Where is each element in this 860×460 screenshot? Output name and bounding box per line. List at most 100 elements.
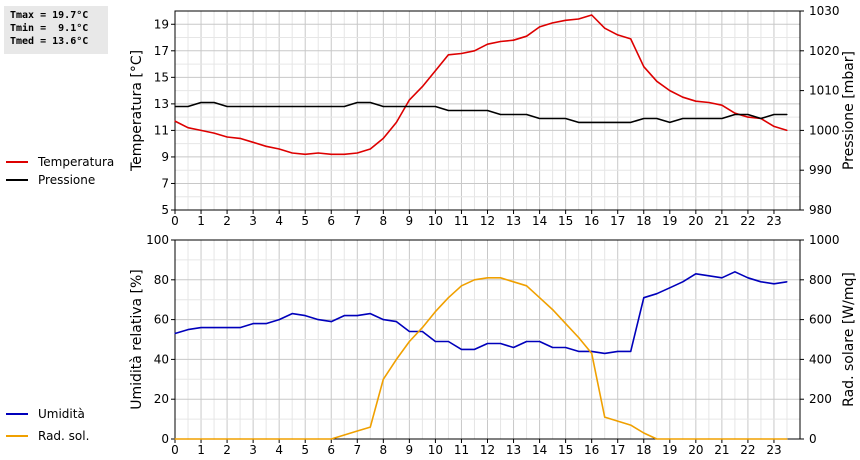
data-point-pressione xyxy=(721,117,723,120)
data-point-pressione xyxy=(330,105,332,108)
tmin-text: Tmin = 9.1°C xyxy=(10,23,89,34)
x-tick-label: 15 xyxy=(558,214,573,228)
data-point-pressione xyxy=(447,109,450,112)
data-point-temperatura xyxy=(617,34,619,36)
series-line-umidit xyxy=(174,270,788,355)
data-point-temperatura xyxy=(291,152,293,154)
data-point-rad-sol xyxy=(525,285,528,287)
x-tick-label: 15 xyxy=(558,443,573,457)
x-tick-label: 18 xyxy=(636,443,651,457)
data-point-rad-sol xyxy=(734,438,736,440)
x-tick-label: 2 xyxy=(223,214,231,228)
x-tick-label: 13 xyxy=(506,214,521,228)
data-point-rad-sol xyxy=(213,438,215,440)
data-point-temperatura xyxy=(643,66,645,68)
y-tick-label-right: 990 xyxy=(809,163,832,177)
x-tick-label: 19 xyxy=(662,214,677,228)
data-point-temperatura xyxy=(304,153,306,155)
y-tick-label-right: 1000 xyxy=(809,233,840,247)
data-point-temperatura xyxy=(434,70,437,72)
data-point-pressione xyxy=(578,121,580,124)
data-point-rad-sol xyxy=(552,309,554,311)
data-point-umidit xyxy=(187,328,189,331)
series-line-rad-sol xyxy=(175,276,787,440)
data-point-temperatura xyxy=(656,80,658,82)
data-point-temperatura xyxy=(447,54,450,56)
x-tick-label: 11 xyxy=(454,214,469,228)
data-point-rad-sol xyxy=(565,322,567,325)
chart-panel-1: 0 1 2 3 4 5 6 7 8 9 10 11 12 13 14 15 16 17 18 19 20 21 22 2357… xyxy=(129,4,857,228)
data-point-temperatura xyxy=(252,141,254,143)
data-point-temperatura xyxy=(512,39,515,41)
data-point-pressione xyxy=(369,101,371,104)
x-tick-label: 0 xyxy=(171,443,179,457)
legend-item-umidita: Umidità xyxy=(6,405,85,423)
y-tick-label-left: 11 xyxy=(154,123,169,137)
data-point-umidit xyxy=(252,322,254,325)
data-point-rad-sol xyxy=(578,336,580,339)
legend-label-umidita: Umidità xyxy=(38,407,85,421)
data-point-pressione xyxy=(760,117,762,120)
data-point-umidit xyxy=(773,283,775,285)
data-point-rad-sol xyxy=(760,438,762,440)
data-point-umidit xyxy=(786,281,788,283)
data-point-temperatura xyxy=(552,22,554,24)
data-point-rad-sol xyxy=(786,438,788,440)
data-point-umidit xyxy=(512,346,515,349)
x-tick-label: 21 xyxy=(714,443,729,457)
x-tick-label: 21 xyxy=(714,214,729,228)
x-tick-label: 17 xyxy=(610,214,625,228)
data-point-temperatura xyxy=(382,137,384,139)
data-point-pressione xyxy=(669,121,671,124)
x-tick-label: 11 xyxy=(454,443,469,457)
data-point-rad-sol xyxy=(617,420,619,422)
data-point-temperatura xyxy=(395,121,397,124)
data-point-umidit xyxy=(330,320,332,323)
data-point-temperatura xyxy=(630,38,632,40)
data-point-temperatura xyxy=(591,14,593,16)
data-point-temperatura xyxy=(369,148,371,150)
data-point-pressione xyxy=(773,113,775,116)
y-tick-label-left: 0 xyxy=(161,432,169,446)
y-tick-label-left: 7 xyxy=(161,176,169,190)
data-point-umidit xyxy=(226,326,228,329)
data-point-pressione xyxy=(708,117,710,120)
y-tick-label-right: 400 xyxy=(809,352,832,366)
series-line-pressione xyxy=(175,101,787,124)
data-point-pressione xyxy=(473,109,476,112)
x-tick-label: 14 xyxy=(532,443,547,457)
data-point-umidit xyxy=(525,340,528,343)
x-tick-label: 17 xyxy=(610,443,625,457)
data-point-pressione xyxy=(434,105,437,108)
data-point-rad-sol xyxy=(773,438,775,440)
x-tick-label: 16 xyxy=(584,214,599,228)
data-point-rad-sol xyxy=(187,438,189,440)
data-point-umidit xyxy=(239,326,241,329)
data-point-umidit xyxy=(408,330,410,333)
data-point-umidit xyxy=(317,319,319,321)
y-axis-label-right: Pressione [mbar] xyxy=(841,51,857,170)
data-point-umidit xyxy=(617,350,619,353)
data-point-umidit xyxy=(708,275,710,277)
x-tick-label: 22 xyxy=(740,443,755,457)
data-point-rad-sol xyxy=(317,438,319,440)
legend-item-temperatura: Temperatura xyxy=(6,153,114,171)
x-tick-label: 13 xyxy=(506,443,521,457)
data-point-rad-sol xyxy=(408,340,410,343)
x-tick-label: 4 xyxy=(275,443,283,457)
data-point-pressione xyxy=(643,117,645,120)
data-point-rad-sol xyxy=(499,277,502,279)
x-tick-label: 23 xyxy=(766,443,781,457)
data-point-umidit xyxy=(499,342,502,345)
data-point-umidit xyxy=(486,342,489,345)
x-tick-label: 8 xyxy=(380,214,388,228)
data-point-pressione xyxy=(617,121,619,124)
data-point-temperatura xyxy=(174,120,176,122)
data-point-pressione xyxy=(604,121,606,124)
data-point-umidit xyxy=(343,315,345,317)
data-point-pressione xyxy=(525,113,528,116)
tmed-text: Tmed = 13.6°C xyxy=(10,36,89,47)
legend-item-pressione: Pressione xyxy=(6,171,114,189)
data-point-umidit xyxy=(578,350,580,353)
